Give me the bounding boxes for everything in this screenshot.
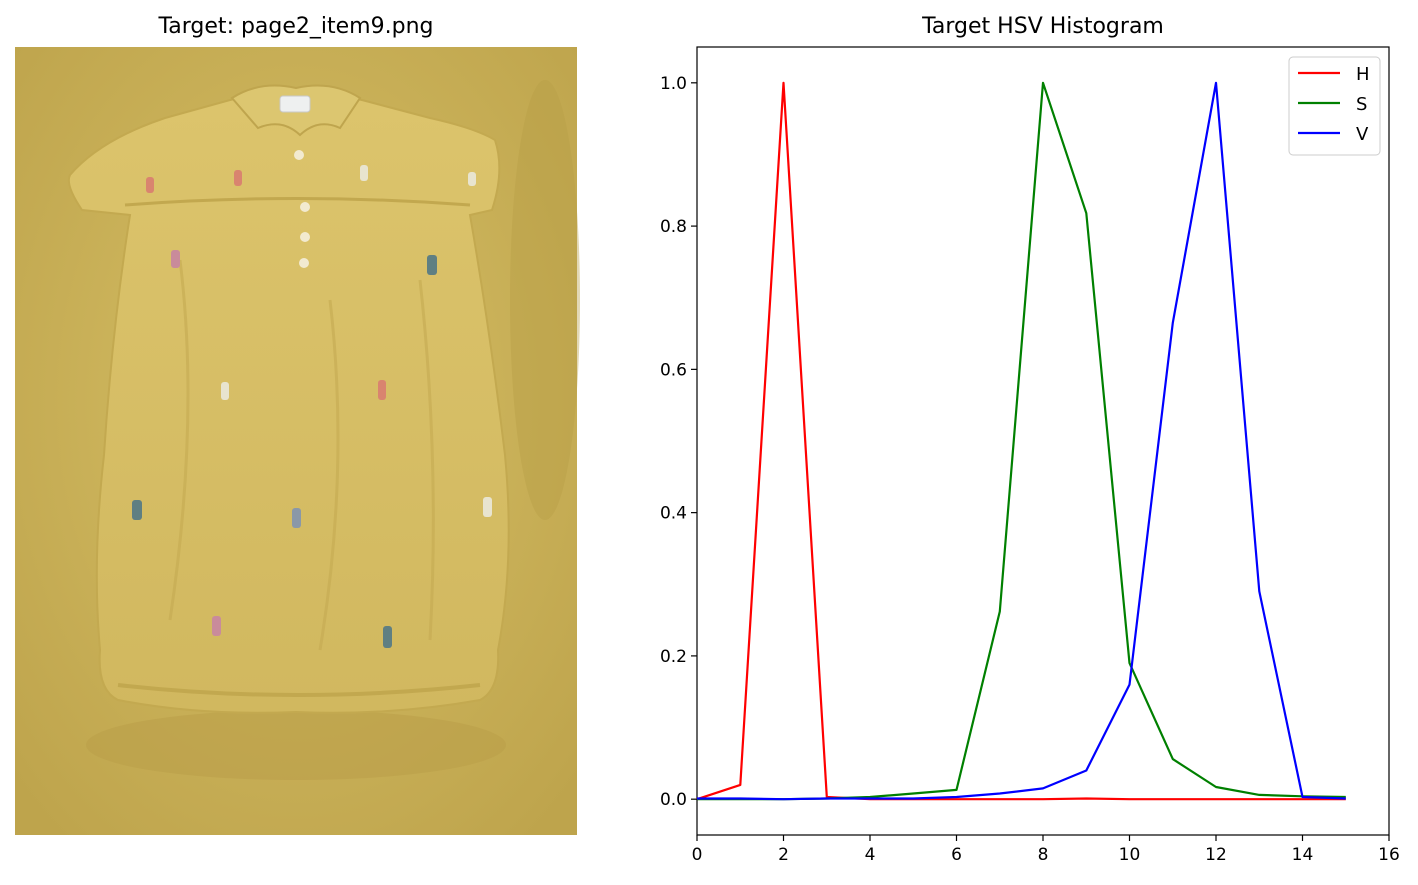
logo-mark	[383, 626, 392, 648]
x-axis: 0 2 4 6 8 10 12 14 16	[692, 835, 1400, 865]
button-2	[300, 202, 310, 212]
logo-marks	[132, 165, 492, 648]
x-tick-label: 16	[1378, 845, 1400, 865]
fold-1	[168, 259, 190, 621]
series-line-s	[697, 81, 1346, 801]
romper-photo	[15, 47, 580, 835]
button-1	[294, 150, 304, 160]
logo-mark	[360, 165, 368, 181]
y-axis: 0.0 0.2 0.4 0.6 0.8 1.0	[660, 74, 697, 810]
x-tick-label: 10	[1119, 845, 1141, 865]
logo-mark	[146, 177, 154, 193]
logo-mark	[221, 382, 229, 400]
logo-mark	[378, 380, 386, 400]
waist-seam	[124, 197, 471, 207]
fold-2	[318, 299, 340, 651]
y-tick-label: 1.0	[660, 74, 687, 94]
series-line-h	[696, 81, 1346, 801]
legend-box	[1288, 56, 1381, 156]
x-tick-label: 0	[692, 845, 703, 865]
legend: HSV	[1288, 56, 1381, 156]
y-tick-label: 0.0	[660, 790, 687, 810]
romper-body	[67, 91, 510, 714]
button-3	[300, 232, 310, 242]
x-tick-label: 12	[1205, 845, 1227, 865]
fold-3	[418, 279, 435, 641]
legend-label-v: V	[1356, 124, 1369, 145]
series-line-v	[697, 81, 1346, 801]
romper-label	[279, 95, 311, 113]
y-tick-label: 0.4	[660, 504, 687, 524]
y-tick-label: 0.6	[660, 360, 687, 380]
leg-cuff	[117, 683, 481, 697]
chart-title: Target HSV Histogram	[921, 14, 1164, 39]
image-panel: Target: page2_item9.png	[15, 14, 580, 835]
logo-mark	[292, 508, 301, 528]
x-tick-label: 6	[951, 845, 962, 865]
x-tick-label: 8	[1038, 845, 1049, 865]
photo-shadow-right	[510, 80, 580, 520]
x-tick-label: 14	[1292, 845, 1314, 865]
image-title: Target: page2_item9.png	[158, 14, 434, 39]
y-tick-label: 0.2	[660, 647, 687, 667]
logo-mark	[468, 172, 476, 186]
logo-mark	[427, 255, 437, 275]
logo-mark	[171, 250, 180, 268]
photo-shadow-bottom	[86, 710, 506, 780]
logo-mark	[132, 500, 142, 520]
button-4	[299, 258, 309, 268]
y-tick-label: 0.8	[660, 217, 687, 237]
logo-mark	[212, 616, 221, 636]
x-tick-label: 4	[865, 845, 876, 865]
chart-panel: Target HSV Histogram 0 2 4 6 8 10 12 14 16 0.00.…	[660, 14, 1400, 865]
legend-label-h: H	[1356, 64, 1370, 85]
legend-label-s: S	[1356, 94, 1367, 115]
series-lines	[696, 81, 1346, 801]
logo-mark	[234, 170, 242, 186]
logo-mark	[483, 497, 492, 517]
x-tick-label: 2	[778, 845, 789, 865]
